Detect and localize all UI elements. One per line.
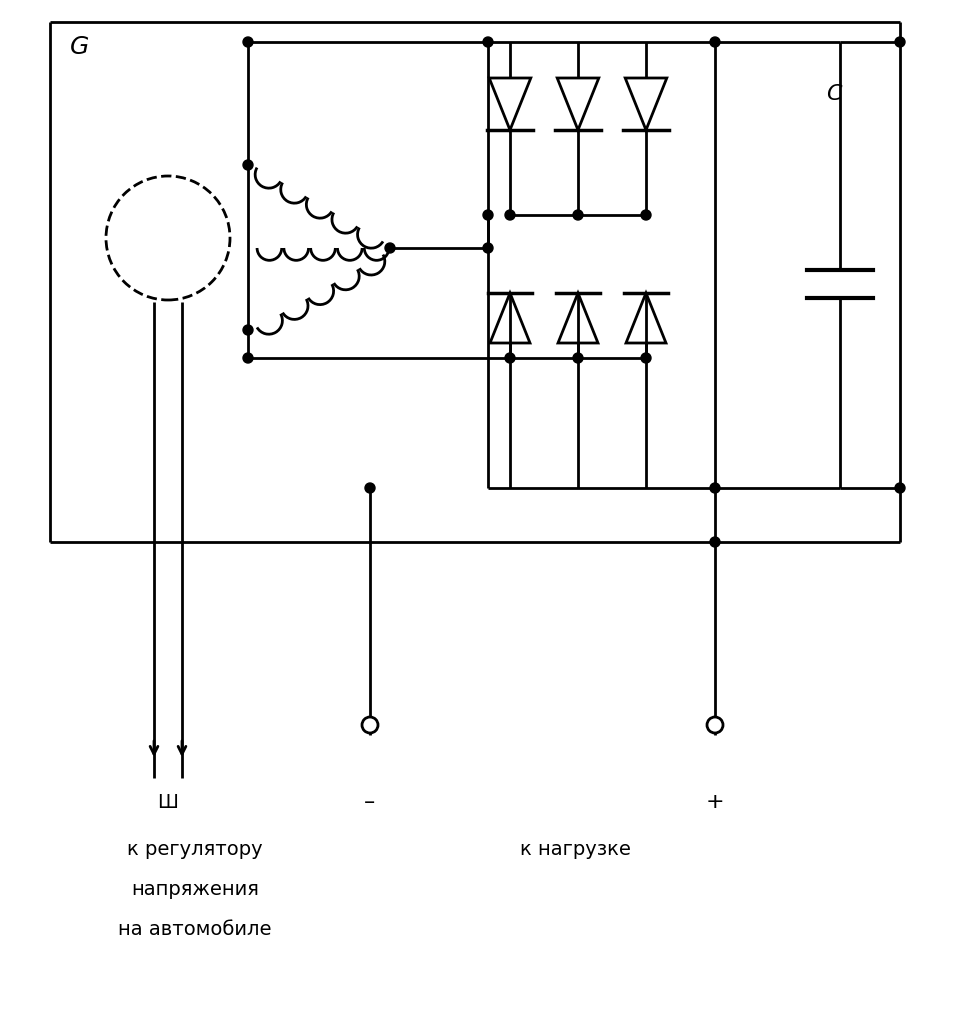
Circle shape <box>243 353 253 362</box>
Circle shape <box>483 243 493 253</box>
Circle shape <box>483 37 493 47</box>
Circle shape <box>365 483 375 493</box>
Text: к нагрузке: к нагрузке <box>519 840 630 859</box>
Circle shape <box>362 717 378 733</box>
Circle shape <box>895 483 905 493</box>
Circle shape <box>710 483 720 493</box>
Circle shape <box>385 243 395 253</box>
Circle shape <box>243 325 253 335</box>
Text: на автомобиле: на автомобиле <box>118 920 272 939</box>
Circle shape <box>505 210 515 220</box>
Circle shape <box>710 537 720 547</box>
Text: C: C <box>826 84 841 104</box>
Text: Ш: Ш <box>157 793 178 812</box>
Circle shape <box>641 353 651 362</box>
Circle shape <box>505 353 515 362</box>
Text: G: G <box>70 35 89 59</box>
Circle shape <box>895 37 905 47</box>
Text: напряжения: напряжения <box>131 880 259 899</box>
Circle shape <box>641 210 651 220</box>
Text: –: – <box>364 792 376 812</box>
Circle shape <box>573 353 583 362</box>
Circle shape <box>483 210 493 220</box>
Circle shape <box>573 210 583 220</box>
Text: +: + <box>706 792 724 812</box>
Circle shape <box>243 37 253 47</box>
Text: к регулятору: к регулятору <box>127 840 262 859</box>
Circle shape <box>707 717 723 733</box>
Circle shape <box>710 37 720 47</box>
Circle shape <box>243 160 253 170</box>
